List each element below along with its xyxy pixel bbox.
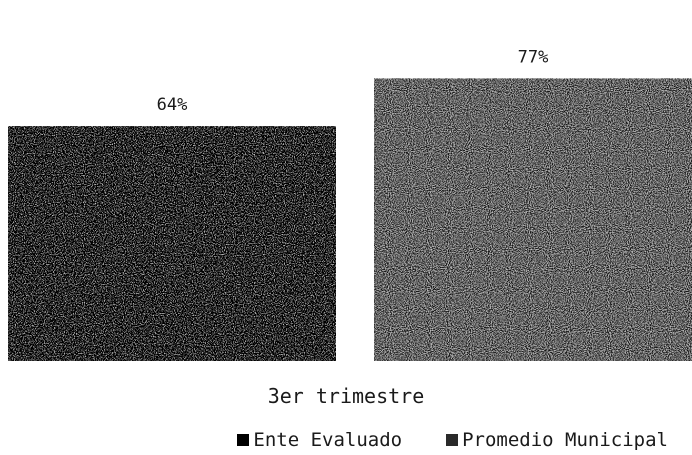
bar-ente-evaluado bbox=[8, 126, 336, 362]
data-label-ente-evaluado: 64% bbox=[157, 95, 188, 115]
legend-item-promedio-municipal: Promedio Municipal bbox=[446, 429, 668, 451]
data-label-promedio-municipal: 77% bbox=[518, 47, 549, 67]
legend-label-promedio-municipal: Promedio Municipal bbox=[462, 429, 668, 451]
chart-legend: Ente Evaluado Promedio Municipal bbox=[0, 428, 692, 452]
legend-item-ente-evaluado: Ente Evaluado bbox=[237, 429, 402, 451]
bar-promedio-municipal bbox=[374, 78, 692, 361]
legend-swatch-ente-evaluado bbox=[237, 434, 250, 446]
legend-label-ente-evaluado: Ente Evaluado bbox=[253, 429, 403, 451]
category-label: 3er trimestre bbox=[268, 384, 425, 408]
legend-swatch-promedio-municipal bbox=[446, 434, 459, 446]
